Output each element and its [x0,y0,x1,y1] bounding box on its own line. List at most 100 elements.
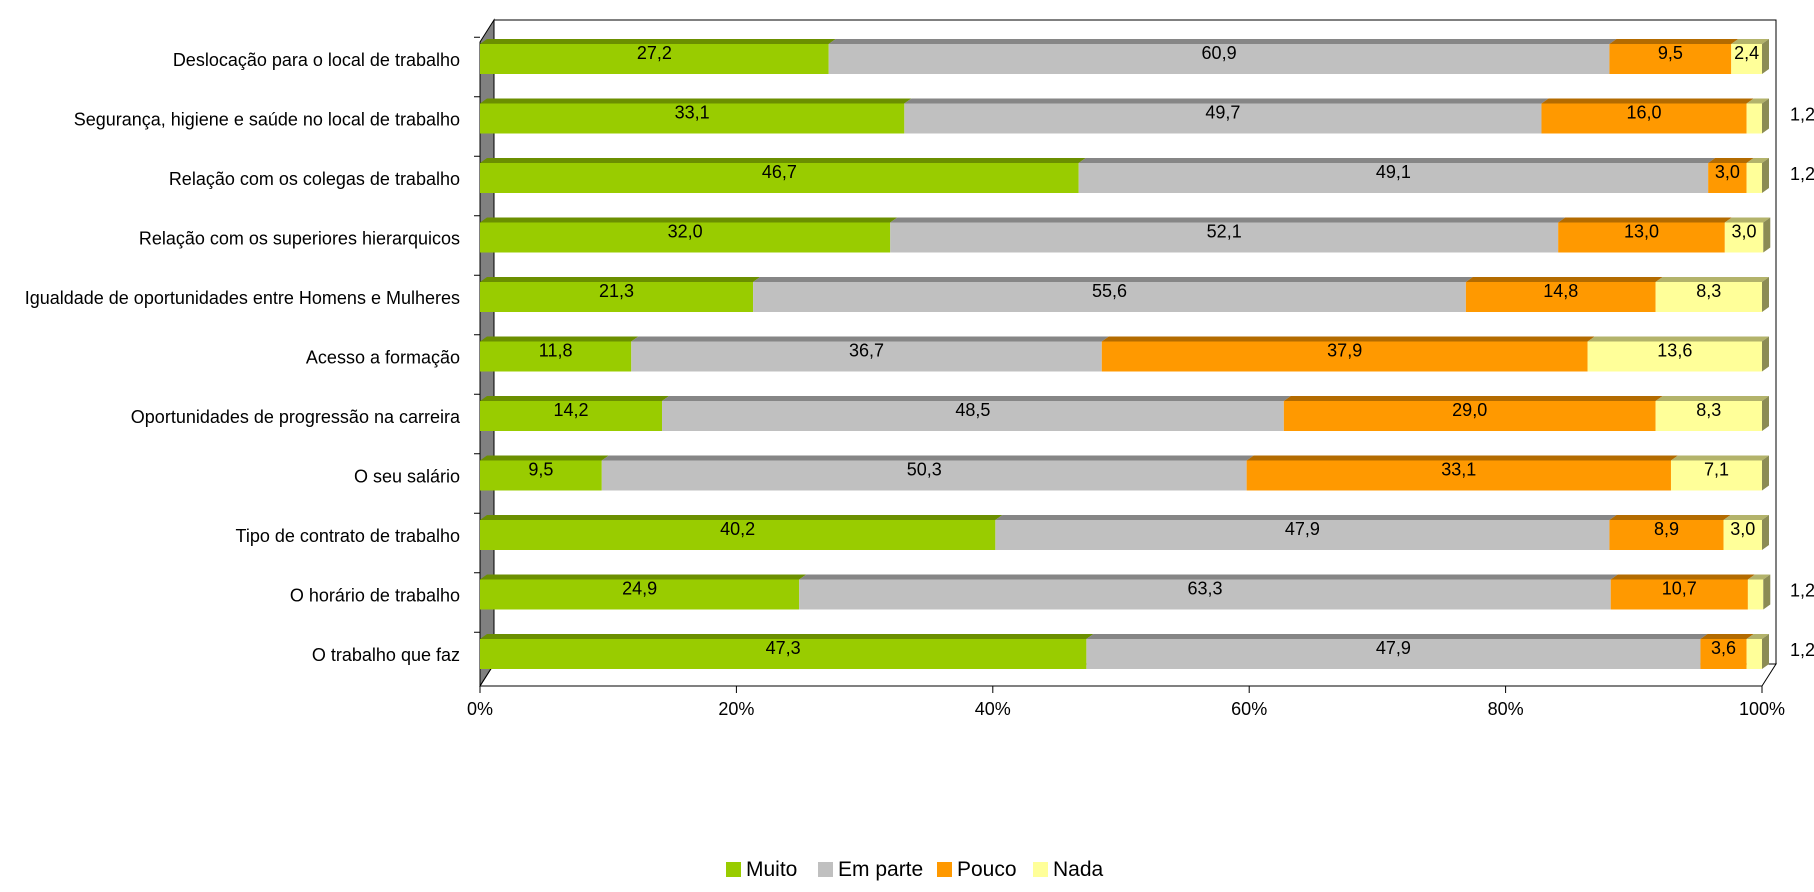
data-label: 9,5 [1658,43,1683,63]
data-label: 8,9 [1654,519,1679,539]
data-label: 46,7 [762,162,797,182]
bar-segment-top [1541,98,1754,104]
category-label: Tipo de contrato de trabalho [236,526,460,546]
bar-segment-top [480,396,670,401]
bar-segment [1541,103,1747,134]
legend-label: Muito [746,858,797,881]
bar-segment [480,639,1087,669]
bar-segment-top [904,98,1549,104]
bar-segment-top [662,396,1291,401]
data-label: 40,2 [720,519,755,539]
bar-segment-top [1465,277,1663,282]
bar-segment [1746,163,1762,193]
category-label: Segurança, higiene e saúde no local de t… [74,110,460,130]
bar-segment [1747,579,1764,610]
x-tick-label: 80% [1488,699,1524,719]
data-label: 24,9 [622,579,657,599]
data-label: 3,0 [1715,162,1740,182]
bar-segment [1465,282,1656,312]
category-label: O horário de trabalho [290,586,460,606]
bar-segment [1731,44,1762,74]
bar-segment-top [1610,574,1755,580]
bar-segment-top [1746,98,1769,104]
bar-segment [995,520,1610,550]
bar-segment [1078,163,1709,193]
data-label: 47,9 [1376,638,1411,658]
bar-segment [1724,222,1764,253]
bar-segment-top [1708,158,1754,163]
data-label: 60,9 [1202,43,1237,63]
bar-segment [1609,44,1732,74]
data-label: 1,2 [1790,640,1814,660]
legend-swatch [937,862,952,877]
bar-segment [480,520,996,550]
bar-segment-top [1101,336,1595,342]
category-label: Deslocação para o local de trabalho [173,50,460,70]
data-label: 27,2 [637,43,672,63]
bar-segment-top [480,634,1094,639]
bar-segment [480,460,602,491]
legend-swatch [726,862,741,877]
bar-segment-top [1747,574,1771,580]
category-label: O seu salário [354,467,460,487]
bar-end-cap [1763,217,1771,253]
bar-segment [1246,460,1671,491]
bar-segment-top [601,455,1254,461]
legend-label: Nada [1053,858,1104,881]
bar-segment-top [631,336,1109,342]
bar-segment-top [1283,396,1663,401]
bar-segment [480,579,800,610]
data-label: 33,1 [675,103,710,123]
bar-segment [799,579,1611,610]
bar-end-cap [1762,39,1769,74]
bar-segment-top [1086,634,1708,639]
bar-segment [1086,639,1701,669]
bar-segment [1655,282,1762,312]
x-tick-label: 0% [467,699,493,719]
bar-end-cap [1762,396,1769,431]
bar-segment [828,44,1610,74]
bar-segment-top [828,39,1617,44]
data-label: 8,3 [1696,281,1721,301]
data-label: 47,3 [766,638,801,658]
data-label: 36,7 [849,341,884,361]
data-label: 50,3 [907,460,942,480]
data-label: 1,2 [1790,581,1814,601]
bar-segment-top [480,336,639,342]
bar-segment-top [480,515,1003,520]
bar-segment [480,44,829,74]
bar-segment-top [1609,515,1731,520]
legend-label: Pouco [957,858,1017,881]
data-label: 1,2 [1790,105,1814,125]
bar-segment [1746,103,1762,134]
bar-segment-top [753,277,1473,282]
bar-segment-top [1246,455,1678,461]
bar-segment-top [1558,217,1732,223]
bar-segment-top [1587,336,1769,342]
bar-segment-top [1670,455,1769,461]
data-label: 63,3 [1187,579,1222,599]
bar-segment-top [995,515,1617,520]
bar-end-cap [1762,634,1769,669]
bar-segment [480,163,1079,193]
bar-segment [662,401,1284,431]
bar-segment-top [1655,396,1769,401]
bar-segment [480,282,754,312]
bar-segment [904,103,1542,134]
legend-swatch [1033,862,1048,877]
data-label: 8,3 [1696,400,1721,420]
data-label: 29,0 [1452,400,1487,420]
bar-segment-top [890,217,1566,223]
bar-segment [631,341,1102,372]
data-label: 13,6 [1657,341,1692,361]
bar-segment-top [480,217,898,223]
data-label: 49,7 [1205,103,1240,123]
data-label: 33,1 [1441,460,1476,480]
bar-segment [480,103,905,134]
data-label: 48,5 [955,400,990,420]
bar-segment-top [1731,39,1769,44]
bar-segment-top [480,158,1086,163]
legend-label: Em parte [838,858,923,881]
data-label: 47,9 [1285,519,1320,539]
